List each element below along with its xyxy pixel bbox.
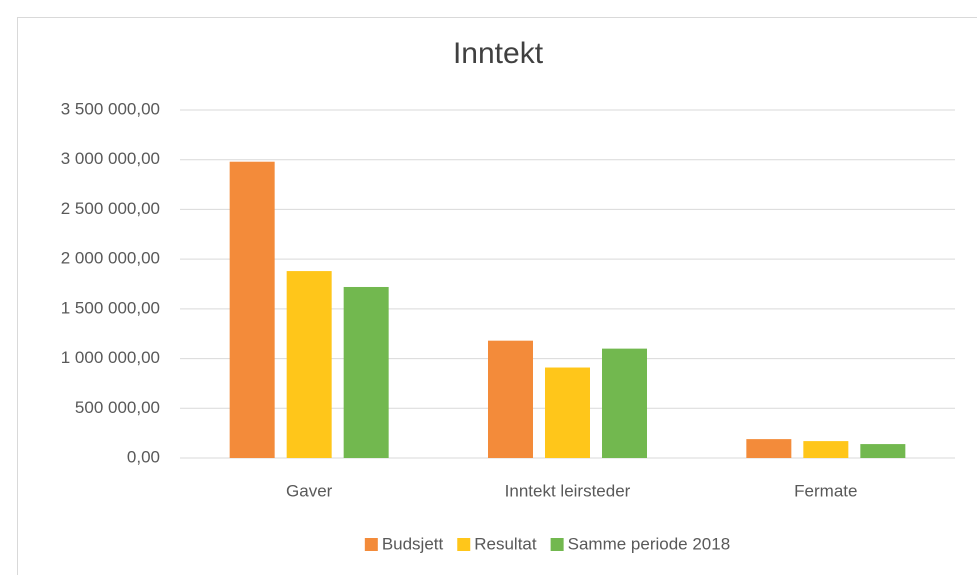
legend-label: Budsjett <box>382 534 444 553</box>
legend-swatch <box>550 538 564 551</box>
y-tick-label: 3 000 000,00 <box>61 149 160 168</box>
legend-label: Samme periode 2018 <box>568 534 731 553</box>
x-tick-label: Inntekt leirsteder <box>505 481 631 500</box>
bar <box>545 367 590 458</box>
y-tick-label: 2 000 000,00 <box>61 249 160 268</box>
bar <box>746 439 792 458</box>
bar <box>803 441 849 458</box>
bar <box>286 271 332 458</box>
legend-label: Resultat <box>474 534 537 553</box>
bar <box>860 444 906 458</box>
bar <box>602 348 647 458</box>
y-tick-label: 1 500 000,00 <box>61 298 160 317</box>
y-tick-label: 3 500 000,00 <box>61 99 160 118</box>
bar <box>343 286 389 458</box>
y-tick-label: 0,00 <box>127 447 160 466</box>
y-tick-label: 1 000 000,00 <box>61 348 160 367</box>
x-tick-label: Fermate <box>794 481 857 500</box>
y-tick-label: 500 000,00 <box>75 398 160 417</box>
chart-title: Inntekt <box>453 37 544 70</box>
bar <box>229 161 275 458</box>
y-tick-label: 2 500 000,00 <box>61 199 160 218</box>
bar <box>488 340 533 458</box>
legend-swatch <box>364 538 378 551</box>
legend-swatch <box>457 538 471 551</box>
x-tick-label: Gaver <box>286 481 333 500</box>
